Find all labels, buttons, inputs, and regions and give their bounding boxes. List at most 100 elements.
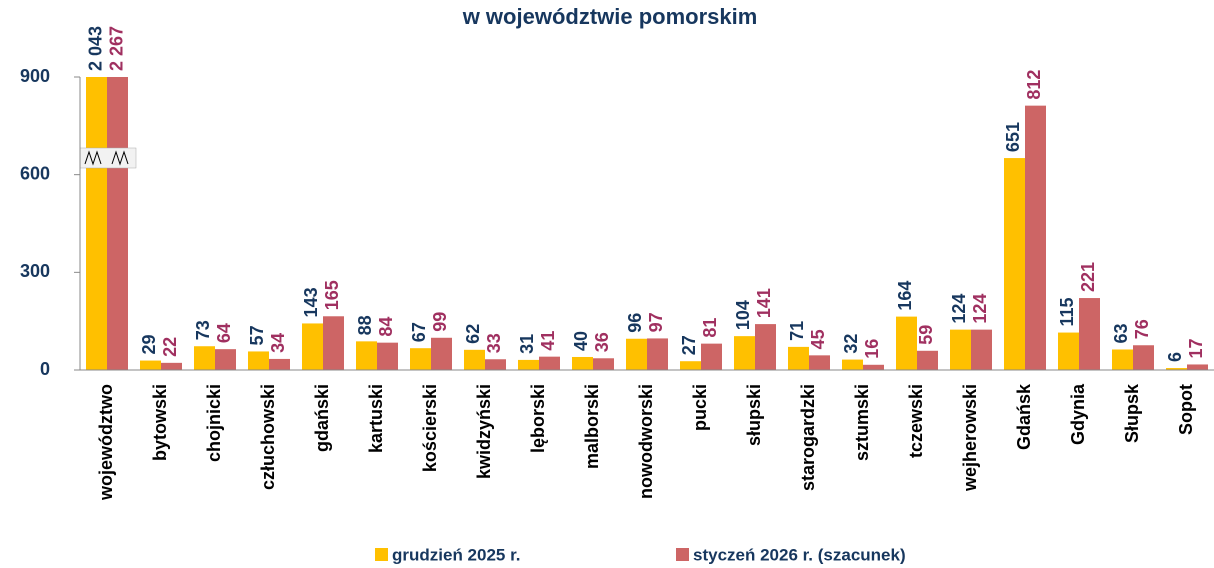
x-tick-label: lęborski: [528, 384, 548, 453]
bar: [539, 356, 560, 370]
bar: [734, 336, 755, 370]
value-label: 84: [376, 317, 396, 337]
value-label: 31: [517, 334, 537, 354]
value-label: 96: [625, 313, 645, 333]
value-label: 41: [538, 331, 558, 351]
value-label: 221: [1078, 262, 1098, 292]
bar: [1058, 332, 1079, 370]
bar: [593, 358, 614, 370]
bar: [680, 361, 701, 370]
value-label: 6: [1165, 352, 1185, 362]
bar: [302, 323, 323, 370]
legend-swatch: [676, 548, 689, 561]
x-tick-label: nowodworski: [636, 384, 656, 499]
bar: [896, 316, 917, 370]
value-label: 2 043: [85, 26, 105, 71]
bar: [356, 341, 377, 370]
value-label: 81: [700, 318, 720, 338]
x-tick-label: sztumski: [852, 384, 872, 461]
value-label: 73: [193, 320, 213, 340]
value-label: 33: [484, 333, 504, 353]
x-tick-label: bytowski: [150, 384, 170, 461]
x-tick-label: Gdańsk: [1014, 383, 1034, 450]
value-label: 71: [787, 321, 807, 341]
value-label: 63: [1111, 323, 1131, 343]
x-tick-label: Gdynia: [1068, 383, 1088, 445]
value-label: 115: [1057, 298, 1077, 327]
value-label: 124: [949, 294, 969, 324]
value-label: 143: [301, 287, 321, 317]
x-tick-label: Słupsk: [1122, 383, 1142, 443]
value-label: 62: [463, 324, 483, 344]
bar: [377, 342, 398, 370]
value-label: 2 267: [106, 26, 126, 71]
bar: [1133, 345, 1154, 370]
chart-title: w województwie pomorskim: [462, 4, 758, 29]
value-label: 97: [646, 312, 666, 332]
bar: [1025, 105, 1046, 370]
bar: [410, 348, 431, 370]
value-label: 165: [322, 280, 342, 310]
value-label: 45: [808, 329, 828, 349]
x-tick-label: słupski: [744, 384, 764, 446]
value-label: 812: [1024, 70, 1044, 100]
value-label: 124: [970, 294, 990, 324]
bar: [809, 355, 830, 370]
bar: [755, 324, 776, 370]
bar: [917, 350, 938, 370]
y-tick-label: 300: [20, 261, 50, 281]
value-label: 64: [214, 323, 234, 343]
x-tick-label: chojnicki: [204, 384, 224, 462]
value-label: 104: [733, 300, 753, 330]
bar: [269, 358, 290, 370]
x-tick-label: człuchowski: [258, 384, 278, 490]
bar: [863, 364, 884, 370]
bar: [626, 338, 647, 370]
bar: [323, 316, 344, 370]
y-tick-label: 600: [20, 163, 50, 183]
bar: [464, 349, 485, 370]
bar: [518, 359, 539, 370]
x-tick-label: tczewski: [906, 384, 926, 458]
legend-swatch: [375, 548, 388, 561]
bar: [161, 362, 182, 370]
bar: [485, 359, 506, 370]
value-label: 59: [916, 325, 936, 345]
plot-area: [86, 77, 1208, 370]
x-tick-label: wejherowski: [960, 384, 980, 492]
value-label: 16: [862, 339, 882, 359]
x-tick-label: kwidzyński: [474, 384, 494, 479]
bar: [842, 359, 863, 370]
value-label: 29: [139, 335, 159, 355]
value-label: 76: [1132, 319, 1152, 339]
x-tick-label: kościerski: [420, 384, 440, 472]
x-tick-label: kartuski: [366, 384, 386, 453]
bar: [788, 346, 809, 370]
bar: [215, 349, 236, 370]
x-tick-label: Sopot: [1176, 384, 1196, 435]
legend-label: styczeń 2026 r. (szacunek): [693, 545, 906, 564]
bar: [1004, 158, 1025, 370]
x-tick-label: pucki: [690, 384, 710, 431]
bar: [1187, 364, 1208, 370]
value-label: 99: [430, 312, 450, 332]
value-label: 88: [355, 315, 375, 335]
x-tick-label: województwo: [96, 384, 116, 501]
value-label: 67: [409, 322, 429, 342]
bar: [701, 343, 722, 370]
bar: [194, 346, 215, 370]
value-label: 40: [571, 331, 591, 351]
bar: [647, 338, 668, 370]
axis-break: [79, 147, 137, 169]
value-label: 27: [679, 335, 699, 355]
value-label: 164: [895, 281, 915, 311]
value-label: 141: [754, 288, 774, 318]
value-label: 32: [841, 334, 861, 354]
bar: [1166, 368, 1187, 370]
bar: [248, 351, 269, 370]
bar: [971, 329, 992, 370]
value-label: 22: [160, 337, 180, 357]
y-tick-label: 900: [20, 66, 50, 86]
value-label: 57: [247, 325, 267, 345]
